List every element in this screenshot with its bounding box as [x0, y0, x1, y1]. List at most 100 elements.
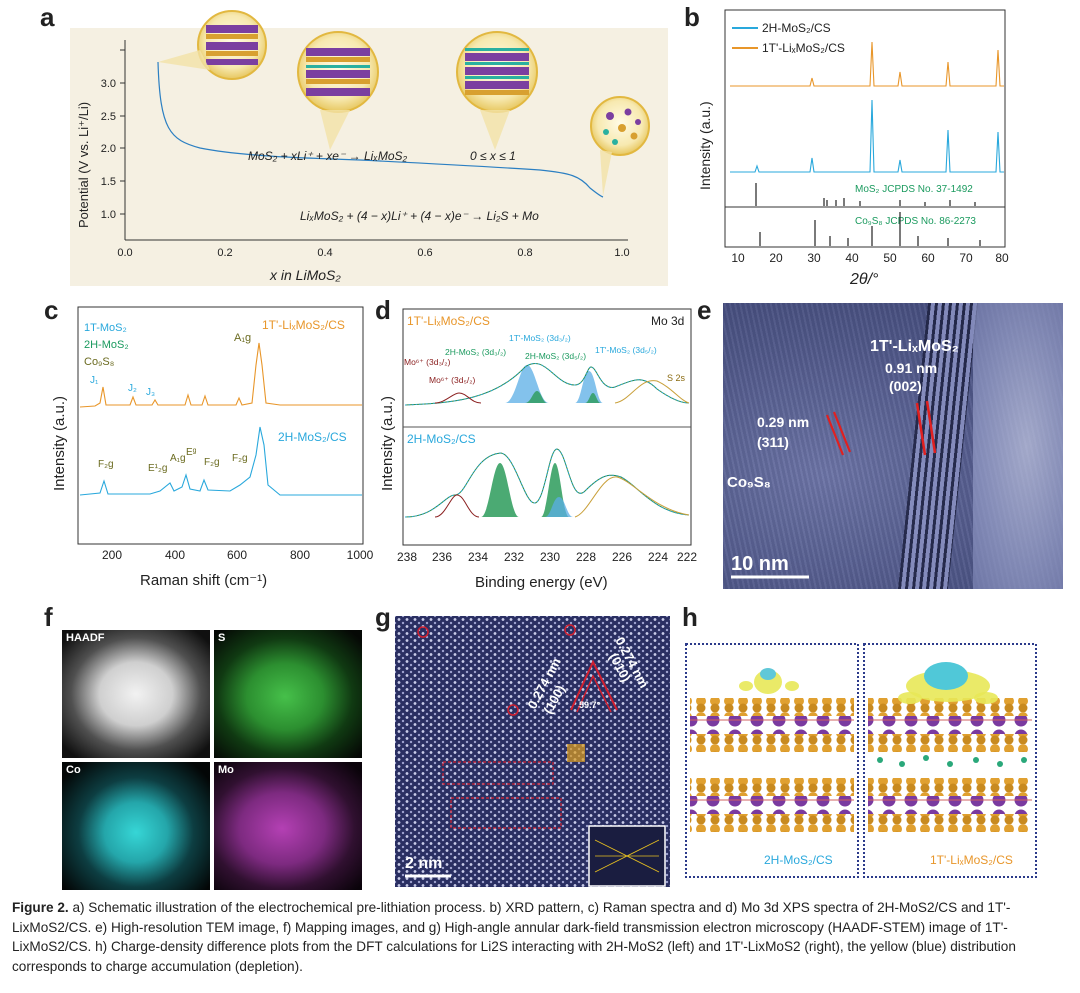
panel-c-trace-blue	[79, 426, 362, 496]
panel-d-annotation: S 2s	[667, 373, 686, 383]
panel-b-trace-blue	[730, 99, 1004, 173]
panel-c-label: c	[44, 295, 59, 325]
bubble-4	[590, 96, 650, 156]
panel-g-label: g	[375, 602, 391, 632]
panel-d-title: Mo 3d	[651, 314, 684, 328]
panel-a-ytick: 1.0	[101, 209, 116, 221]
panel-c-legend-0: 1T-MoS₂	[84, 322, 127, 334]
panel-d-annotation: Mo⁶⁺ (3d₅/₂)	[429, 375, 476, 385]
panel-a-xtick: 1.0	[614, 247, 629, 259]
panel-h-structures: 2H-MoS₂/CS 1T'-LiₓMoS₂/CS	[685, 643, 1037, 878]
panel-b-xtick: 20	[769, 251, 783, 265]
panel-a-xtick: 0.0	[117, 247, 132, 259]
panel-c-peak-top: J₂	[128, 383, 137, 394]
panel-h-right: 1T'-LiₓMoS₂/CS	[930, 853, 1013, 867]
panel-d-chart: 1T'-LiₓMoS₂/CS Mo 3d 2H-MoS₂/CS Mo⁶⁺ (3d…	[379, 308, 697, 591]
panel-c-xtick: 200	[102, 548, 122, 562]
panel-f-tile-label: Mo	[218, 764, 234, 776]
panel-c-xtick: 400	[165, 548, 185, 562]
panel-f-tile-label: S	[218, 632, 226, 644]
panel-c-xtick: 1000	[347, 548, 374, 562]
panel-e-bright-region	[973, 303, 1063, 589]
panel-b: b 2H-MoS₂/CS 1T'-LiₓMoS₂/CS MoS₂ JCPDS N…	[680, 0, 1080, 295]
panel-a-xtick: 0.6	[417, 247, 432, 259]
panel-e-plane1: (002)	[889, 378, 922, 394]
panel-f-tile-mo: Mo	[214, 762, 362, 890]
panel-b-xtick: 60	[921, 251, 935, 265]
panel-b-ref2: Co₉S₈ JCPDS No. 86-2273	[855, 216, 976, 227]
panel-e-tem-image	[723, 303, 1063, 589]
panel-a-ytick: 2.5	[101, 111, 116, 123]
panel-h: h 2H-MoS₂/CS	[680, 600, 1080, 895]
panel-e-spacing1: 0.91 nm	[885, 360, 937, 376]
panel-c-peak-bottom: E¹₂g	[148, 463, 167, 474]
panel-c-legend-2: Co₉S₈	[84, 356, 114, 368]
figure-caption: Figure 2. a) Schematic illustration of t…	[12, 898, 1072, 976]
panel-d-xtick: 236	[432, 550, 452, 564]
panel-b-xtick: 80	[995, 251, 1009, 265]
panel-c-peak-top: J₃	[146, 387, 155, 398]
panel-a-ytick: 2.0	[101, 143, 116, 155]
panel-a-chart: 1.0 1.5 2.0 2.5 3.0 0.0 0.2 0.4 0.6 0.8 …	[76, 10, 650, 283]
panel-a-eq1-range: 0 ≤ x ≤ 1	[470, 149, 516, 163]
panel-c-peak-bottom: F₂g	[98, 459, 114, 470]
panel-c-legend-1: 2H-MoS₂	[84, 339, 129, 351]
figure-label: Figure 2.	[12, 900, 69, 915]
panel-d-xtick: 228	[576, 550, 596, 564]
panel-d-xtick: 232	[504, 550, 524, 564]
panel-c-ylabel: Intensity (a.u.)	[51, 396, 68, 491]
panel-b-label: b	[684, 2, 700, 32]
panel-d-xtick: 234	[468, 550, 488, 564]
panel-b-xtick: 40	[845, 251, 859, 265]
panel-d-xlabel: Binding energy (eV)	[475, 574, 608, 591]
panel-b-xtick: 10	[731, 251, 745, 265]
panel-a-xtick: 0.2	[217, 247, 232, 259]
bubble-1	[197, 10, 267, 80]
panel-c-xtick: 600	[227, 548, 247, 562]
panel-h-label: h	[682, 602, 698, 632]
panel-b-xlabel: 2θ/°	[849, 271, 879, 288]
panel-d-annotation: 2H-MoS₂ (3d₅/₂)	[525, 351, 586, 361]
panel-b-legend-1: 1T'-LiₓMoS₂/CS	[762, 41, 845, 55]
panel-d-label: d	[375, 295, 391, 325]
panel-e: e 1T'-LiₓMoS₂ 0.91 nm (002) 0.29 nm (311…	[697, 295, 1080, 600]
panel-a-xtick: 0.8	[517, 247, 532, 259]
panel-b-ref2-sticks	[759, 212, 981, 246]
panel-f-label: f	[44, 602, 53, 632]
panel-f-tile-s: S	[214, 630, 362, 758]
panel-e-plane2: (311)	[757, 434, 789, 450]
panel-c-series-bottom: 2H-MoS₂/CS	[278, 430, 347, 444]
panel-a-ytick: 1.5	[101, 176, 116, 188]
panel-b-trace-orange	[730, 41, 1004, 87]
panel-d-xtick: 238	[397, 550, 417, 564]
panel-b-ref1-sticks	[755, 183, 976, 206]
panel-f-tile-haadf: HAADF	[62, 630, 210, 758]
panel-c-peak-bottom: F₂g	[204, 457, 220, 468]
panel-c: c 1T-MoS₂ 2H-MoS₂ Co₉S₈ 1T'-LiₓMoS₂/CS 2…	[0, 295, 375, 600]
panel-a-eq1: MoS₂ + xLi⁺ + xe⁻ → LiₓMoS₂	[248, 149, 408, 163]
panel-d-series-top: 1T'-LiₓMoS₂/CS	[407, 314, 490, 328]
panel-g-overlay: 0.274 nm (100) 0.274 nm (010) 59.7° 2 nm	[405, 624, 666, 887]
panel-f-tile-co: Co	[62, 762, 210, 890]
panel-a-curve	[157, 61, 604, 198]
panel-f: f HAADF S Co Mo	[0, 600, 375, 895]
panel-g-scale: 2 nm	[405, 855, 442, 872]
panel-e-phase: 1T'-LiₓMoS₂	[870, 338, 959, 355]
panel-g-angle: 59.7°	[579, 700, 601, 710]
panel-e-phase2: Co₉S₈	[727, 474, 771, 491]
panel-d-ylabel: Intensity (a.u.)	[379, 396, 396, 491]
panel-a-yticks: 1.0 1.5 2.0 2.5 3.0	[101, 49, 125, 221]
panel-b-ref1: MoS₂ JCPDS No. 37-1492	[855, 184, 973, 195]
panel-a-ytick: 3.0	[101, 78, 116, 90]
panel-d-annotation: 2H-MoS₂ (3d₃/₂)	[445, 347, 506, 357]
panel-d: d 1T'-LiₓMoS₂/CS Mo 3d 2H-MoS₂/CS Mo⁶⁺ (…	[375, 295, 705, 600]
panel-b-ylabel: Intensity (a.u.)	[697, 101, 713, 190]
panel-e-overlay: 1T'-LiₓMoS₂ 0.91 nm (002) 0.29 nm (311) …	[727, 338, 959, 579]
panel-b-chart: 2H-MoS₂/CS 1T'-LiₓMoS₂/CS MoS₂ JCPDS No.…	[697, 9, 1009, 288]
panel-c-peak-top: A₁g	[234, 332, 251, 344]
panel-d-series-bottom: 2H-MoS₂/CS	[407, 432, 476, 446]
panel-f-tile-label: HAADF	[66, 632, 105, 644]
panel-b-legend-0: 2H-MoS₂/CS	[762, 21, 831, 35]
panel-c-peak-bottom: F₂g	[232, 453, 248, 464]
panel-c-peak-bottom: A₁g	[170, 453, 186, 464]
